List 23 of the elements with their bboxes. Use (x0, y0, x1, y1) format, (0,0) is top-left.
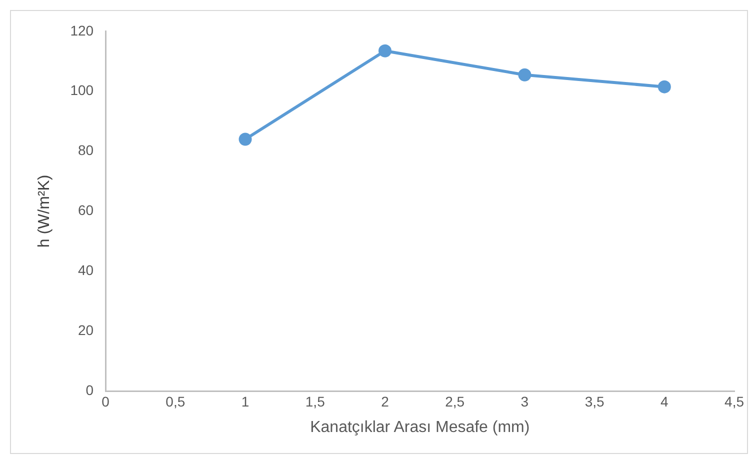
y-tick-label: 0 (86, 382, 94, 398)
point (238, 132, 252, 146)
y-tick-label: 20 (78, 322, 94, 338)
x-tick-label: 1,5 (305, 393, 326, 410)
x-tick-label: 4 (660, 393, 669, 410)
x-tick-label: 0 (102, 393, 110, 410)
x-tick-label: 3 (520, 393, 529, 410)
y-axis-title: h (W/m²K) (36, 174, 54, 248)
y-tick-label: 80 (78, 142, 94, 158)
x-tick-label: 1 (241, 393, 250, 410)
x-axis-title: Kanatçıklar Arası Mesafe (mm) (310, 418, 530, 436)
point (378, 44, 392, 58)
y-tick-label: 100 (70, 82, 94, 98)
point (658, 80, 671, 94)
x-tick-label: 2 (381, 393, 390, 410)
point (518, 68, 532, 82)
y-tick-label: 120 (70, 22, 94, 38)
x-tick-label: 0,5 (166, 393, 186, 410)
x-tick-label: 3,5 (584, 393, 604, 410)
x-tick-label: 4,5 (724, 393, 744, 410)
x-tick-label: 2,5 (445, 393, 465, 410)
y-tick-label: 40 (78, 262, 94, 278)
y-tick-label: 60 (78, 202, 94, 218)
